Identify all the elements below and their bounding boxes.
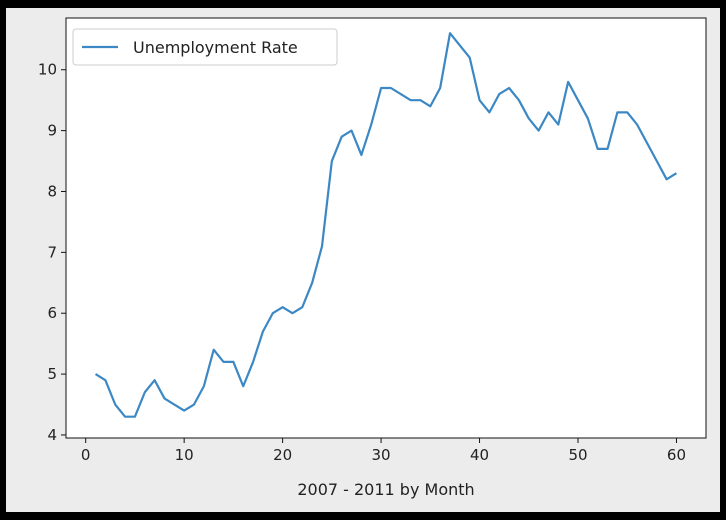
y-tick-label: 8 (47, 182, 57, 200)
x-tick-label: 40 (470, 446, 489, 464)
x-axis-label: 2007 - 2011 by Month (297, 480, 474, 499)
x-tick-label: 60 (667, 446, 686, 464)
x-tick-label: 30 (372, 446, 391, 464)
y-tick-label: 9 (47, 122, 57, 140)
y-tick-label: 7 (47, 243, 57, 261)
y-tick-label: 10 (38, 61, 57, 79)
legend: Unemployment Rate (72, 28, 338, 66)
x-tick-label: 50 (568, 446, 587, 464)
chart-figure: 0 10 20 30 40 50 60 4 5 6 7 8 9 10 2007 - 2011 by Mon… (6, 8, 720, 512)
legend-label: Unemployment Rate (133, 38, 298, 57)
plot-area (66, 18, 706, 438)
line-chart: 0 10 20 30 40 50 60 4 5 6 7 8 9 10 2007 - 2011 by Mon… (38, 17, 707, 499)
legend-box (72, 28, 338, 66)
y-tick-label: 5 (47, 365, 57, 383)
y-tick-label: 6 (47, 304, 57, 322)
series-line-0 (94, 32, 678, 418)
y-tick-label: 4 (47, 426, 57, 444)
x-tick-label: 0 (81, 446, 91, 464)
x-tick-label: 10 (175, 446, 194, 464)
plot-frame (65, 17, 707, 439)
x-tick-label: 20 (273, 446, 292, 464)
